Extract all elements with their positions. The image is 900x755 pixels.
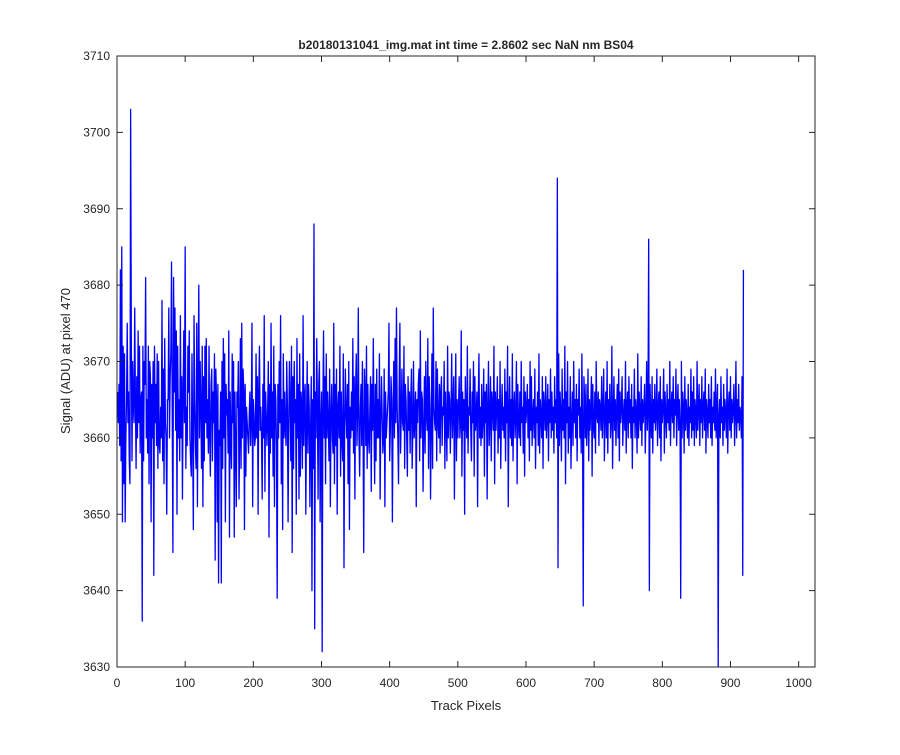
y-tick-label: 3650 — [83, 507, 110, 521]
x-tick-label: 0 — [114, 676, 121, 690]
x-tick-label: 700 — [584, 676, 604, 690]
x-axis-label: Track Pixels — [431, 698, 502, 713]
y-tick-label: 3680 — [83, 278, 110, 292]
y-tick-label: 3690 — [83, 202, 110, 216]
x-tick-label: 800 — [652, 676, 672, 690]
y-axis-label: Signal (ADU) at pixel 470 — [58, 288, 73, 434]
x-tick-label: 200 — [243, 676, 263, 690]
x-tick-label: 500 — [448, 676, 468, 690]
y-tick-label: 3640 — [83, 584, 110, 598]
x-tick-label: 400 — [380, 676, 400, 690]
x-axis-ticks: 0 100 200 300 400 500 600 700 800 900 1000 — [114, 56, 812, 690]
y-tick-label: 3660 — [83, 431, 110, 445]
y-tick-label: 3630 — [83, 660, 110, 674]
chart-title: b20180131041_img.mat int time = 2.8602 s… — [298, 38, 634, 52]
x-tick-label: 300 — [311, 676, 331, 690]
y-tick-label: 3700 — [83, 125, 110, 139]
x-tick-label: 600 — [516, 676, 536, 690]
data-layer — [117, 108, 745, 668]
series-line-1 — [117, 108, 745, 668]
x-tick-label: 100 — [175, 676, 195, 690]
y-tick-label: 3710 — [83, 49, 110, 63]
y-tick-label: 3670 — [83, 355, 110, 369]
x-tick-label: 1000 — [785, 676, 812, 690]
x-tick-label: 900 — [720, 676, 740, 690]
y-axis-ticks: 3630 3640 3650 3660 3670 3680 3690 3700 3710 — [83, 49, 815, 674]
